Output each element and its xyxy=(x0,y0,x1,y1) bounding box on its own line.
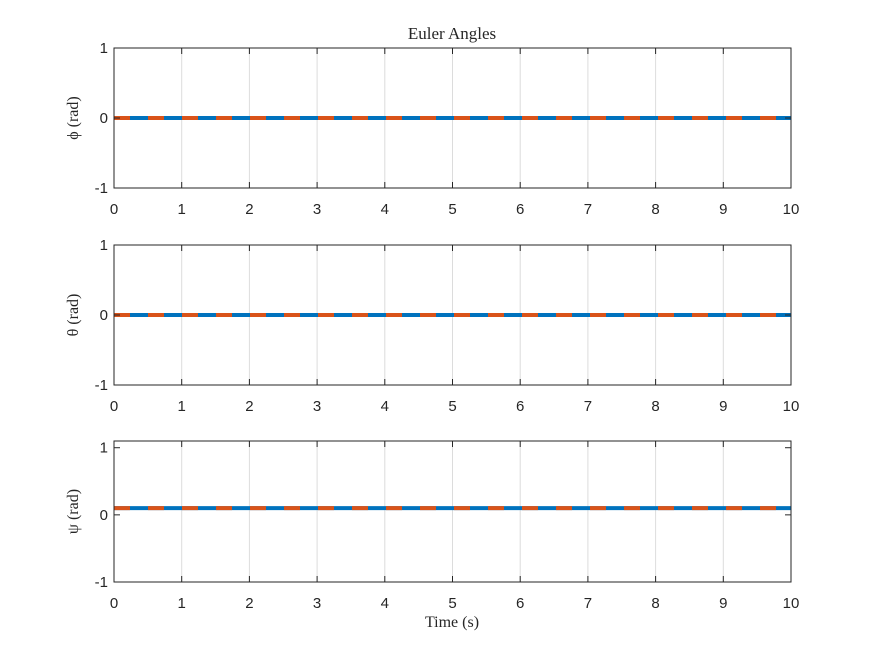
x-tick-label: 3 xyxy=(313,398,321,415)
y-axis-label: ψ (rad) xyxy=(65,489,82,534)
x-tick-label: 9 xyxy=(719,201,727,218)
x-tick-label: 0 xyxy=(110,201,118,218)
x-tick-label: 4 xyxy=(381,595,389,612)
x-tick-label: 1 xyxy=(178,398,186,415)
figure-title: Euler Angles xyxy=(408,24,496,43)
x-tick-label: 10 xyxy=(783,595,800,612)
x-tick-label: 5 xyxy=(448,201,456,218)
x-tick-label: 3 xyxy=(313,201,321,218)
x-tick-label: 0 xyxy=(110,595,118,612)
x-tick-label: 10 xyxy=(783,398,800,415)
x-tick-label: 7 xyxy=(584,398,592,415)
x-tick-label: 3 xyxy=(313,595,321,612)
x-tick-label: 2 xyxy=(245,201,253,218)
x-tick-label: 5 xyxy=(448,595,456,612)
y-tick-label: 0 xyxy=(100,307,108,324)
x-tick-label: 1 xyxy=(178,595,186,612)
x-tick-label: 6 xyxy=(516,398,524,415)
y-tick-label: 0 xyxy=(100,507,108,524)
y-tick-label: -1 xyxy=(95,180,108,197)
x-tick-label: 2 xyxy=(245,595,253,612)
y-axis-label: θ (rad) xyxy=(65,294,82,337)
y-tick-label: -1 xyxy=(95,574,108,591)
x-tick-label: 0 xyxy=(110,398,118,415)
x-tick-label: 2 xyxy=(245,398,253,415)
x-tick-label: 5 xyxy=(448,398,456,415)
y-tick-label: 1 xyxy=(100,237,108,254)
x-tick-label: 8 xyxy=(651,201,659,218)
x-tick-label: 8 xyxy=(651,398,659,415)
x-tick-label: 4 xyxy=(381,201,389,218)
y-tick-label: -1 xyxy=(95,377,108,394)
y-tick-label: 0 xyxy=(100,110,108,127)
x-tick-label: 6 xyxy=(516,595,524,612)
x-tick-label: 4 xyxy=(381,398,389,415)
x-tick-label: 10 xyxy=(783,201,800,218)
y-tick-label: 1 xyxy=(100,40,108,57)
x-tick-label: 7 xyxy=(584,201,592,218)
x-tick-label: 9 xyxy=(719,595,727,612)
x-tick-label: 8 xyxy=(651,595,659,612)
y-tick-label: 1 xyxy=(100,440,108,457)
y-axis-label: ϕ (rad) xyxy=(65,96,82,140)
x-tick-label: 1 xyxy=(178,201,186,218)
x-tick-label: 7 xyxy=(584,595,592,612)
x-tick-label: 9 xyxy=(719,398,727,415)
x-axis-label: Time (s) xyxy=(425,614,479,631)
x-tick-label: 6 xyxy=(516,201,524,218)
